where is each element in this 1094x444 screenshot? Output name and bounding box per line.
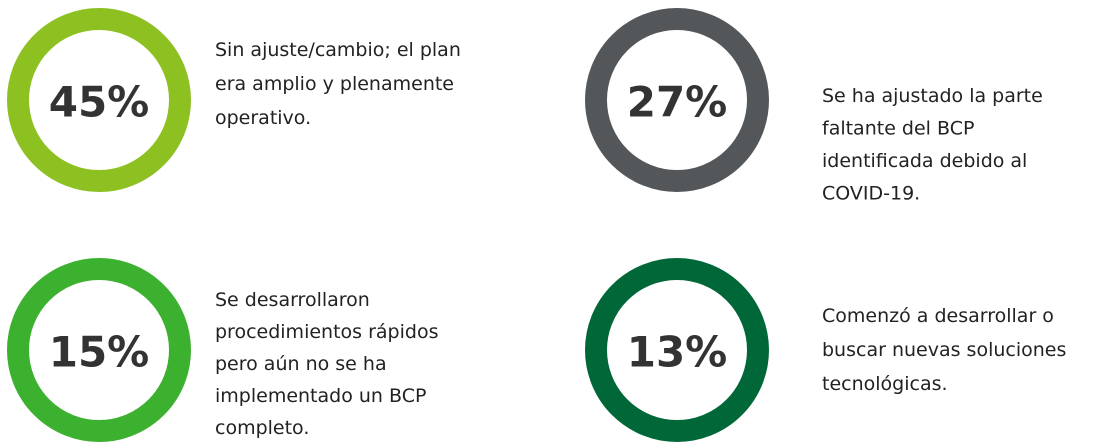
description-line: Comenzó a desarrollar o xyxy=(822,305,1054,327)
description-line: Se ha ajustado la parte xyxy=(822,85,1043,107)
ring xyxy=(585,8,769,192)
percent-label: 45% xyxy=(49,78,150,127)
ring xyxy=(7,258,191,442)
description-line: Sin ajuste/cambio; el plan xyxy=(215,39,461,61)
percent-label: 15% xyxy=(49,328,150,377)
description-line: procedimientos rápidos xyxy=(215,321,438,343)
description-line: pero aún no se ha xyxy=(215,353,387,375)
description-line: identificada debido al xyxy=(822,150,1027,172)
ring xyxy=(585,258,769,442)
description-line: faltante del BCP xyxy=(822,118,974,140)
percent-label: 27% xyxy=(627,78,728,127)
description-line: tecnológicas. xyxy=(822,373,948,395)
percent-label: 13% xyxy=(627,328,728,377)
description-line: era amplio y plenamente xyxy=(215,73,454,95)
ring xyxy=(7,8,191,192)
description-line: completo. xyxy=(215,417,309,439)
description-line: implementado un BCP xyxy=(215,385,426,407)
description-line: Se desarrollaron xyxy=(215,289,370,311)
description-line: operativo. xyxy=(215,107,311,129)
description-line: buscar nuevas soluciones xyxy=(822,339,1066,361)
description-line: COVID-19. xyxy=(822,183,920,205)
